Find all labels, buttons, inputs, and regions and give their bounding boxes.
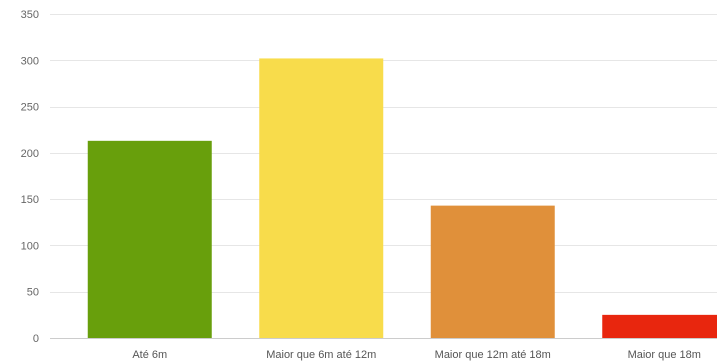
y-tick-label: 100 [21,240,39,252]
bar [602,314,717,338]
y-tick-label: 200 [21,148,39,160]
x-tick-label: Até 6m [132,349,167,361]
y-axis: 0 50 100 150 200 250 300 350 [21,9,39,345]
y-tick-label: 300 [21,55,39,67]
y-tick-label: 250 [21,102,39,114]
y-tick-label: 50 [27,287,39,299]
bar [259,58,384,338]
bar [430,205,555,338]
x-axis: Até 6m Maior que 6m até 12m Maior que 12m … [132,349,701,361]
x-tick-label: Maior que 12m até 18m [435,349,551,361]
bars [87,58,717,338]
x-tick-label: Maior que 18m [628,349,701,361]
bar [87,140,212,338]
y-tick-label: 0 [33,333,39,345]
x-tick-label: Maior que 6m até 12m [266,349,376,361]
y-tick-label: 150 [21,194,39,206]
y-tick-label: 350 [21,9,39,21]
